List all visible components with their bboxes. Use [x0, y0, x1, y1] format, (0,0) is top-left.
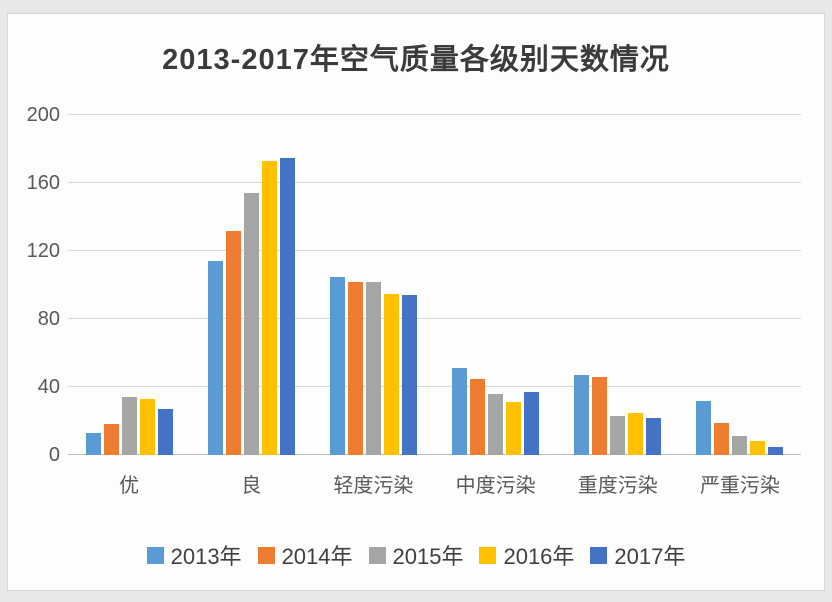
y-axis: 0 40 80 120 160 200 — [16, 105, 60, 465]
legend-swatch — [590, 546, 608, 564]
y-tick-label: 80 — [37, 308, 60, 330]
bar-group — [312, 115, 434, 455]
plot-area — [68, 114, 801, 455]
gridline — [68, 318, 801, 319]
bar — [646, 417, 662, 455]
bar-group — [557, 115, 679, 455]
gridline — [68, 454, 801, 455]
legend-item: 2014年 — [257, 539, 353, 571]
bar — [506, 402, 522, 455]
bar — [85, 432, 101, 455]
bar — [696, 400, 712, 455]
bar — [768, 446, 784, 455]
bar — [121, 397, 137, 455]
bar — [714, 422, 730, 455]
y-tick-label: 40 — [37, 376, 60, 398]
bar — [279, 157, 295, 455]
x-category-label: 严重污染 — [699, 475, 780, 497]
x-category-label: 良 — [241, 475, 262, 497]
legend-swatch — [368, 546, 386, 564]
chart-title: 2013-2017年空气质量各级别天数情况 — [162, 44, 670, 76]
legend-item: 2013年 — [146, 539, 242, 571]
legend-label: 2017年 — [614, 544, 686, 569]
bar-groups — [68, 115, 801, 455]
bar — [610, 415, 626, 455]
gridline — [68, 182, 801, 183]
legend-item: 2017年 — [590, 539, 685, 571]
x-category-label: 重度污染 — [577, 475, 658, 497]
legend-item: 2015年 — [368, 539, 464, 571]
y-tick-label: 120 — [26, 240, 60, 262]
bar — [574, 375, 590, 455]
bar — [488, 393, 504, 455]
gridline — [68, 114, 801, 115]
legend-label: 2015年 — [392, 544, 464, 569]
x-axis: 优 良 轻度污染 中度污染 重度污染 严重污染 — [68, 469, 801, 498]
legend-swatch — [257, 546, 275, 564]
bar — [592, 376, 608, 455]
bar — [383, 293, 399, 455]
legend: 2013年 2014年 2015年 2016年 2017年 — [8, 539, 824, 571]
bar — [470, 378, 486, 455]
bar — [329, 276, 345, 455]
legend-swatch — [479, 546, 497, 564]
bar — [243, 193, 259, 455]
y-tick-label: 160 — [26, 172, 60, 194]
y-tick-label: 200 — [26, 104, 60, 126]
bar-group — [68, 115, 190, 455]
legend-label: 2014年 — [281, 544, 353, 569]
gridline — [68, 250, 801, 251]
bar — [225, 230, 241, 455]
gridline — [68, 386, 801, 387]
bar — [524, 392, 540, 455]
bar — [139, 398, 155, 455]
bar-group — [679, 115, 801, 455]
bar — [750, 441, 766, 455]
bar — [365, 281, 381, 455]
bar — [401, 295, 417, 455]
bar-group — [190, 115, 312, 455]
legend-label: 2013年 — [170, 544, 242, 569]
bar — [628, 412, 644, 455]
legend-swatch — [146, 546, 164, 564]
x-category-label: 中度污染 — [455, 475, 536, 497]
bar — [261, 160, 277, 455]
bar — [452, 368, 468, 455]
legend-item: 2016年 — [479, 539, 574, 571]
bar — [347, 281, 363, 455]
bar-group — [435, 115, 557, 455]
x-category-label: 轻度污染 — [333, 475, 414, 497]
bar — [157, 409, 173, 455]
bar — [732, 436, 748, 455]
x-category-label: 优 — [119, 475, 140, 497]
legend-label: 2016年 — [503, 544, 575, 569]
chart-container: 2013-2017年空气质量各级别天数情况 0 40 80 120 160 200 优 良 轻… — [7, 13, 825, 591]
y-tick-label: 0 — [48, 444, 60, 466]
bar — [103, 424, 119, 455]
bar — [207, 261, 223, 455]
